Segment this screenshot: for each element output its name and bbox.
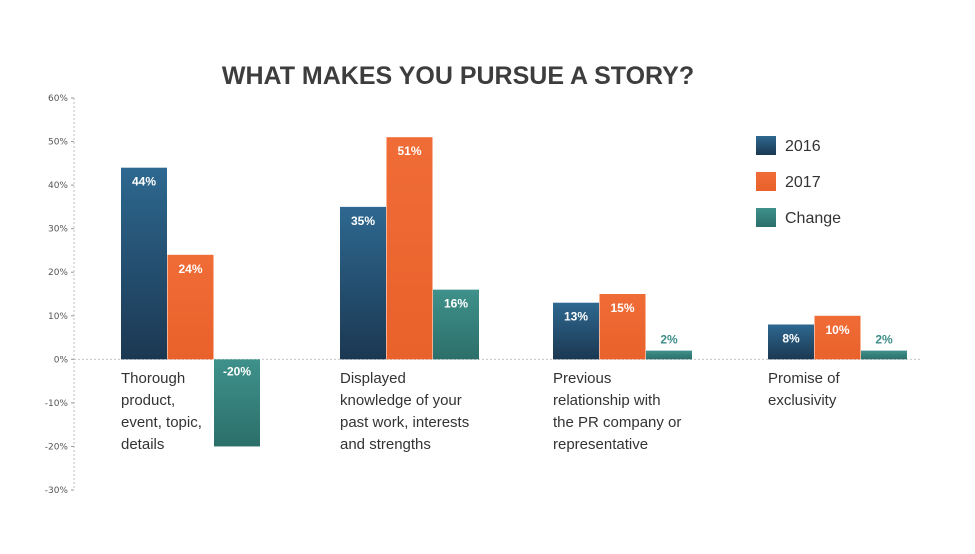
y-tick-label: 60% bbox=[48, 94, 68, 104]
legend-label: 2017 bbox=[785, 174, 821, 191]
data-label: 10% bbox=[825, 323, 849, 337]
data-label: 8% bbox=[782, 331, 800, 345]
legend: 2016 2017 Change bbox=[756, 136, 841, 227]
chart-title: WHAT MAKES YOU PURSUE A STORY? bbox=[222, 62, 694, 90]
legend-swatch bbox=[756, 172, 776, 191]
data-label: 15% bbox=[610, 301, 634, 315]
bar-2017 bbox=[814, 315, 861, 360]
category-labels: Thorough product, event, topic, details Disp… bbox=[121, 370, 841, 453]
y-tick-label: 20% bbox=[48, 268, 68, 278]
bar-change bbox=[214, 359, 260, 447]
legend-swatch bbox=[756, 136, 776, 155]
bar-2016 bbox=[553, 302, 599, 360]
y-tick-label: -20% bbox=[45, 442, 69, 452]
legend-swatch bbox=[756, 208, 776, 227]
y-tick-label: 30% bbox=[48, 225, 68, 235]
y-tick-label: 40% bbox=[48, 181, 68, 191]
bar-2016 bbox=[340, 206, 386, 360]
category-label: Displayed knowledge of your past work, int… bbox=[340, 370, 469, 453]
y-tick-label: 10% bbox=[48, 312, 68, 322]
data-label: 2% bbox=[875, 333, 893, 347]
y-tick-label: -30% bbox=[45, 486, 69, 496]
y-tick-label: 50% bbox=[48, 138, 68, 148]
bar-2017 bbox=[167, 254, 214, 360]
bar-2017 bbox=[386, 137, 433, 360]
bar-change bbox=[433, 289, 479, 360]
data-label: 51% bbox=[397, 144, 421, 158]
bars bbox=[121, 137, 907, 447]
category-label: Promise of exclusivity bbox=[768, 370, 841, 409]
category-label: Previous relationship with the PR company … bbox=[553, 370, 681, 453]
data-label: 44% bbox=[132, 175, 156, 189]
bar-change bbox=[861, 350, 907, 360]
value-labels: 44% 35% 13% 8% 24% 51% 15% 10% -20% 16% 2% 2% bbox=[132, 144, 893, 378]
data-label: 13% bbox=[564, 310, 588, 324]
bar-2017 bbox=[599, 294, 646, 360]
data-label: 24% bbox=[178, 262, 202, 276]
bar-change bbox=[646, 350, 692, 360]
legend-label: 2016 bbox=[785, 138, 821, 155]
bar-2016 bbox=[768, 324, 814, 360]
data-label: 35% bbox=[351, 214, 375, 228]
y-tick-label: -10% bbox=[45, 399, 69, 409]
category-label: Thorough product, event, topic, details bbox=[121, 370, 202, 453]
data-label: 2% bbox=[660, 333, 678, 347]
data-label: 16% bbox=[444, 297, 468, 311]
legend-label: Change bbox=[785, 210, 841, 227]
data-label: -20% bbox=[223, 364, 251, 378]
bar-2016 bbox=[121, 167, 167, 360]
y-tick-label: 0% bbox=[54, 355, 69, 365]
